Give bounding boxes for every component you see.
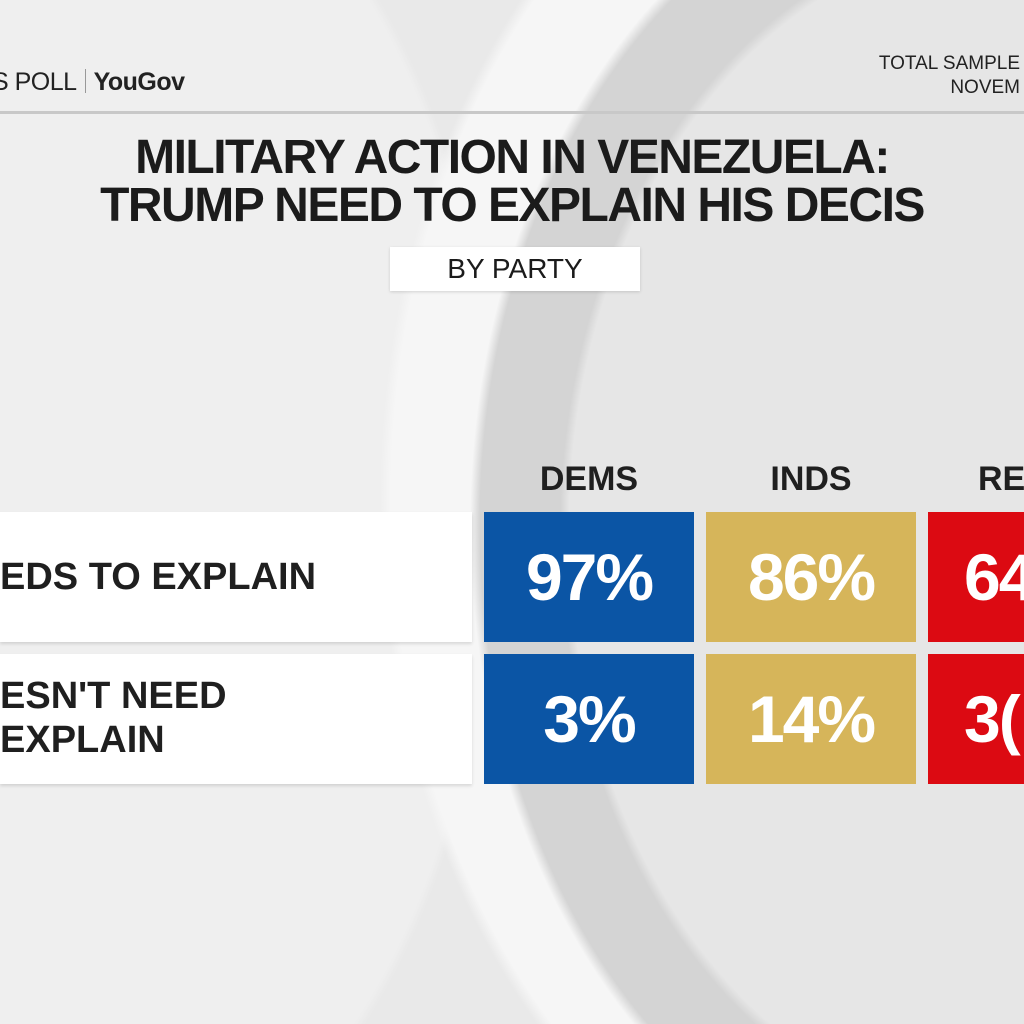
row-label-doesnt-need: ESN'T NEED EXPLAIN: [0, 654, 472, 784]
cell-reps-needs: 64: [928, 512, 1024, 642]
poll-label: S POLL: [0, 68, 77, 96]
cell-inds-needs: 86%: [706, 512, 916, 642]
cell-dems-needs: 97%: [484, 512, 694, 642]
row-label-text: ESN'T NEED: [0, 675, 227, 717]
row-label-needs-to-explain: EDS TO EXPLAIN: [0, 512, 472, 642]
column-header-inds: INDS: [770, 460, 852, 498]
cell-reps-doesnt: 3(: [928, 654, 1024, 784]
sample-line-2: NOVEM: [950, 77, 1020, 98]
title-line-1: MILITARY ACTION IN VENEZUELA:: [135, 131, 890, 184]
sample-info: TOTAL SAMPLE NOVEM: [879, 52, 1020, 100]
cell-dems-doesnt: 3%: [484, 654, 694, 784]
poll-logo: S POLL YouGov: [0, 68, 185, 97]
header-divider: [0, 111, 1024, 114]
row-label-text: EXPLAIN: [0, 719, 165, 761]
yougov-logo: YouGov: [93, 68, 185, 96]
column-header-dems: DEMS: [539, 460, 639, 498]
subtitle-badge: BY PARTY: [390, 247, 640, 291]
cell-inds-doesnt: 14%: [706, 654, 916, 784]
title-line-2: TRUMP NEED TO EXPLAIN HIS DECIS: [100, 179, 925, 232]
row-label-text: EDS TO EXPLAIN: [0, 556, 317, 598]
sample-line-1: TOTAL SAMPLE: [878, 53, 1020, 74]
column-header-reps: RE: [978, 460, 1024, 498]
